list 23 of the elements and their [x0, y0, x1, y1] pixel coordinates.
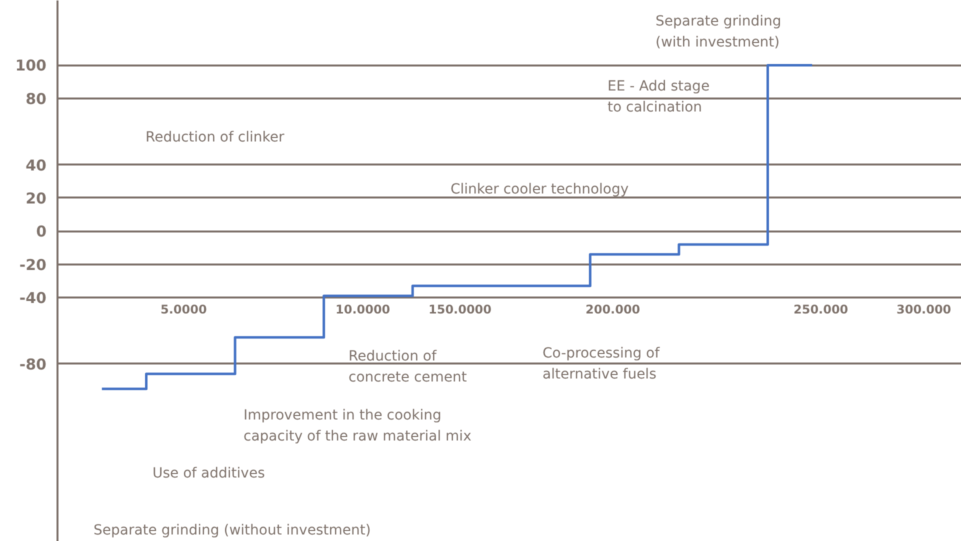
- text: 300.000: [896, 302, 952, 316]
- annotation: Co-processing of alternative fuels: [542, 346, 661, 382]
- y-tick-label: -80: [19, 355, 47, 374]
- annotation: EE - Add stage to calcination: [608, 78, 710, 116]
- annotation: Improvement in the cooking capacity of the raw material mix: [244, 408, 472, 444]
- y-tick-label: 100: [15, 56, 46, 75]
- annotation: Reduction of clinker: [146, 130, 284, 146]
- annotation: 200.000: [586, 302, 640, 316]
- y-tick-label: 80: [26, 90, 46, 108]
- y-tick-label: -40: [19, 289, 47, 308]
- annotation: Separate grinding (without investment): [94, 522, 371, 538]
- y-tick-label: -20: [19, 256, 47, 274]
- y-tick-label: 0: [36, 222, 46, 241]
- annotation: Clinker cooler technology: [450, 182, 629, 198]
- annotation: Use of additives: [152, 466, 265, 482]
- annotation: 5.0000: [160, 302, 207, 316]
- y-tick-label: 40: [26, 156, 46, 174]
- annotation: 150.0000: [428, 302, 492, 316]
- annotation: 10.0000: [336, 302, 390, 316]
- annotation: 250.000: [794, 302, 848, 316]
- y-tick-label: 20: [26, 189, 46, 208]
- annotation: Separate grinding (with investment): [656, 14, 782, 50]
- annotation: Reduction of concrete cement: [348, 348, 468, 386]
